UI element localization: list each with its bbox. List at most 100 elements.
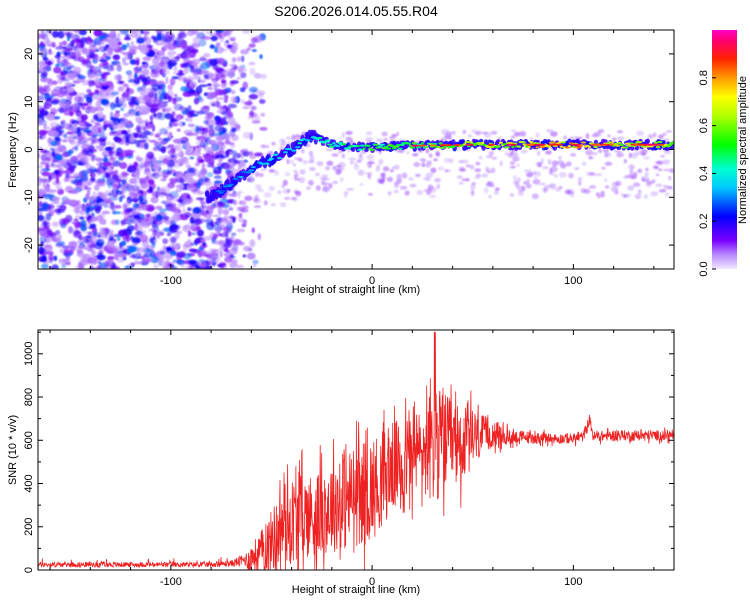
noise-speckle	[38, 117, 44, 126]
noise-speckle	[156, 231, 161, 239]
noise-speckle	[159, 250, 167, 255]
noise-speckle	[47, 60, 52, 67]
noise-speckle	[86, 168, 95, 174]
noise-speckle	[586, 171, 590, 176]
noise-speckle	[109, 66, 115, 72]
noise-speckle	[478, 155, 483, 160]
noise-speckle	[200, 61, 211, 70]
noise-speckle	[577, 177, 583, 181]
signal-core	[235, 177, 240, 181]
noise-speckle	[74, 217, 79, 224]
noise-speckle	[182, 199, 191, 205]
noise-speckle	[45, 126, 51, 130]
signal-core	[379, 143, 386, 146]
noise-speckle	[624, 175, 629, 178]
noise-speckle	[553, 174, 559, 178]
noise-speckle	[59, 60, 65, 64]
noise-speckle	[75, 161, 84, 166]
noise-speckle	[124, 83, 130, 87]
noise-speckle	[143, 34, 148, 40]
colorbar-gradient	[712, 30, 737, 269]
noise-speckle	[383, 137, 388, 141]
noise-speckle	[213, 175, 222, 179]
noise-speckle	[408, 176, 414, 181]
noise-speckle	[509, 192, 514, 197]
noise-speckle	[38, 181, 42, 187]
noise-speckle	[167, 95, 172, 103]
noise-speckle	[229, 129, 236, 138]
noise-speckle	[54, 229, 61, 236]
noise-speckle	[243, 245, 252, 252]
noise-speckle	[630, 176, 637, 180]
noise-speckle	[149, 121, 154, 125]
noise-speckle	[475, 173, 481, 178]
noise-speckle	[191, 58, 201, 65]
signal-core	[587, 145, 592, 148]
noise-speckle	[180, 140, 187, 144]
signal-peak	[602, 143, 611, 146]
noise-speckle	[206, 91, 216, 100]
noise-speckle	[195, 197, 205, 201]
noise-speckle	[192, 207, 202, 214]
noise-speckle	[96, 162, 105, 167]
signal-core	[356, 144, 360, 148]
noise-speckle	[337, 150, 343, 154]
signal-core	[241, 170, 246, 174]
signal-core	[614, 144, 621, 147]
noise-speckle	[456, 175, 463, 180]
noise-speckle	[467, 134, 472, 138]
noise-speckle	[533, 171, 542, 177]
signal-core	[216, 189, 223, 193]
noise-speckle	[138, 177, 146, 182]
noise-speckle	[357, 169, 365, 176]
noise-speckle	[206, 172, 214, 178]
signal-core	[637, 141, 643, 144]
noise-speckle	[444, 169, 452, 172]
noise-speckle	[517, 177, 521, 183]
noise-speckle	[211, 83, 221, 87]
noise-speckle	[102, 161, 112, 167]
noise-speckle	[41, 71, 48, 77]
signal-peak	[659, 143, 665, 146]
noise-speckle	[203, 180, 213, 186]
noise-speckle	[176, 251, 186, 258]
noise-speckle	[308, 166, 316, 171]
noise-speckle	[138, 119, 148, 124]
noise-speckle	[109, 32, 116, 41]
noise-speckle	[57, 107, 65, 113]
noise-speckle	[80, 224, 87, 232]
noise-speckle	[93, 30, 103, 37]
noise-speckle	[308, 150, 314, 157]
noise-speckle	[292, 169, 298, 174]
noise-speckle	[213, 240, 221, 245]
noise-speckle	[203, 236, 212, 241]
noise-speckle	[157, 137, 163, 141]
noise-speckle	[548, 183, 557, 189]
noise-speckle	[471, 182, 476, 186]
noise-speckle	[244, 148, 249, 155]
noise-speckle	[588, 185, 597, 189]
noise-speckle	[92, 96, 102, 100]
noise-speckle	[252, 259, 259, 265]
noise-speckle	[238, 213, 243, 219]
noise-speckle	[41, 171, 51, 177]
noise-speckle	[38, 105, 42, 109]
noise-speckle	[240, 99, 245, 104]
noise-speckle	[331, 153, 339, 157]
noise-speckle	[435, 151, 441, 156]
noise-speckle	[204, 265, 212, 269]
noise-speckle	[160, 178, 167, 182]
noise-speckle	[58, 101, 69, 108]
noise-speckle	[163, 36, 173, 43]
noise-speckle	[146, 87, 154, 95]
noise-speckle	[117, 229, 128, 237]
noise-speckle	[141, 68, 150, 76]
noise-speckle	[585, 132, 590, 140]
noise-speckle	[213, 45, 218, 53]
noise-speckle	[632, 182, 641, 187]
noise-speckle	[315, 185, 321, 191]
noise-speckle	[108, 150, 117, 154]
noise-speckle	[134, 182, 139, 186]
noise-speckle	[395, 149, 402, 153]
noise-speckle	[199, 266, 207, 269]
